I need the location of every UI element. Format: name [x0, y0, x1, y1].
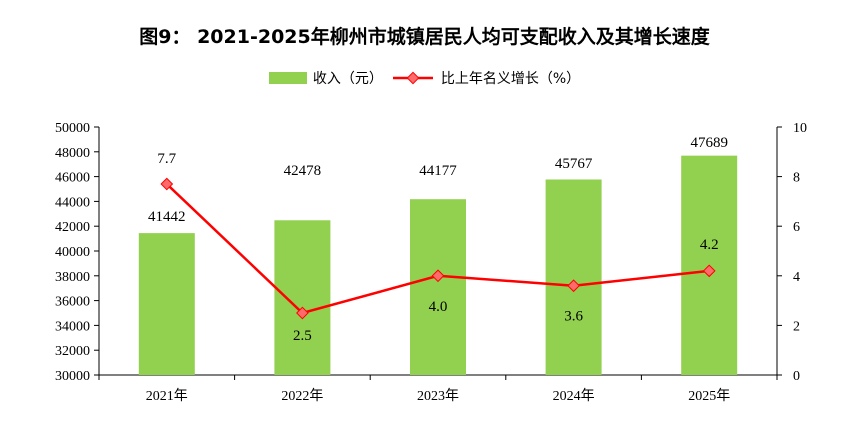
right-axis-tick-label: 8: [793, 171, 800, 186]
legend-line-growth-icon: [392, 71, 433, 85]
left-axis-tick-label: 32000: [55, 344, 90, 359]
growth-rate-marker: [567, 279, 580, 293]
x-axis-category-label: 2022年: [281, 388, 323, 404]
x-axis-category-label: 2025年: [688, 388, 730, 404]
right-axis-tick-label: 6: [793, 220, 800, 235]
income-bar: [138, 233, 195, 375]
right-axis-tick-label: 0: [793, 369, 800, 384]
growth-rate-marker: [160, 177, 174, 191]
legend-swatch-income: [268, 72, 307, 84]
income-bar-data-label: 42478: [284, 163, 322, 179]
left-axis-tick-label: 30000: [55, 369, 90, 384]
income-bar: [410, 199, 466, 375]
left-axis-tick-label: 42000: [55, 220, 90, 235]
legend-label-income: 收入（元）: [312, 71, 383, 87]
growth-rate-data-label: 4.2: [700, 237, 719, 253]
right-axis-tick-label: 4: [793, 270, 800, 285]
legend: 收入（元） 比上年名义增长（%）: [0, 68, 849, 88]
income-bar: [274, 220, 331, 375]
growth-rate-data-label: 3.6: [564, 309, 583, 325]
growth-rate-marker: [296, 306, 309, 320]
legend-item-growth: 比上年名义增长（%）: [391, 68, 580, 88]
growth-rate-marker: [702, 264, 716, 278]
left-axis-tick-label: 50000: [55, 121, 90, 136]
income-bar-data-label: 47689: [690, 135, 728, 151]
left-axis-tick-label: 38000: [55, 270, 90, 285]
right-axis-tick-label: 10: [793, 121, 807, 136]
income-bar-data-label: 45767: [555, 156, 593, 172]
x-axis-category-label: 2023年: [417, 388, 459, 404]
legend-item-income: 收入（元）: [268, 68, 383, 88]
growth-rate-marker: [431, 269, 445, 283]
right-axis-tick-label: 2: [793, 319, 800, 334]
income-bar-data-label: 41442: [148, 209, 186, 225]
growth-rate-data-label: 2.5: [293, 328, 312, 344]
income-bar-data-label: 44177: [419, 163, 457, 179]
chart-title: 图9： 2021-2025年柳州市城镇居民人均可支配收入及其增长速度: [139, 26, 710, 48]
left-axis-tick-label: 46000: [55, 171, 90, 186]
growth-rate-data-label: 4.0: [429, 299, 448, 315]
left-axis-tick-label: 34000: [55, 319, 90, 334]
left-axis-tick-label: 40000: [55, 245, 90, 260]
x-axis-category-label: 2024年: [553, 388, 595, 404]
legend-label-growth: 比上年名义增长（%）: [440, 71, 581, 87]
left-axis-tick-label: 44000: [55, 195, 90, 210]
left-axis-tick-label: 36000: [55, 295, 90, 310]
x-axis-category-label: 2021年: [146, 388, 188, 404]
income-bar: [545, 179, 602, 375]
growth-rate-data-label: 7.7: [157, 151, 176, 167]
left-axis-tick-label: 48000: [55, 146, 90, 161]
